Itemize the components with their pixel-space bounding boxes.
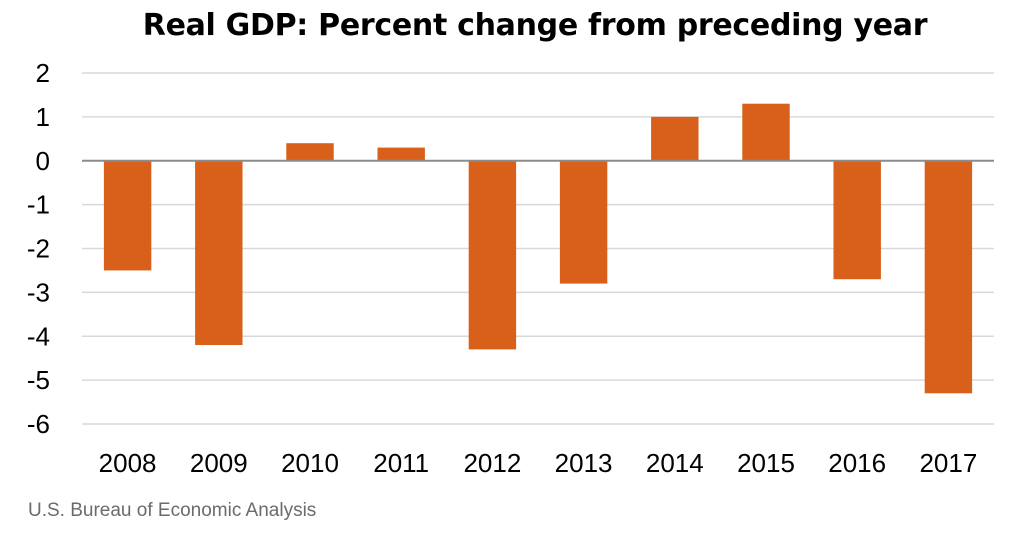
x-tick-label: 2011 xyxy=(373,448,429,478)
x-tick-label: 2010 xyxy=(281,448,339,478)
x-tick-label: 2017 xyxy=(919,448,977,478)
x-tick-label: 2012 xyxy=(463,448,521,478)
bar-2010 xyxy=(286,143,334,161)
bar-2012 xyxy=(468,160,517,350)
bars xyxy=(103,103,973,394)
x-tick-label: 2008 xyxy=(99,448,157,478)
bar-2016 xyxy=(833,160,881,280)
bar-2013 xyxy=(559,160,608,284)
x-axis-ticks: 2008 2009 2010 2011 2012 2013 2014 2015 2016 2017 xyxy=(99,448,978,478)
bar-2009 xyxy=(195,160,243,346)
y-tick-label: -1 xyxy=(27,190,50,220)
y-tick-label: 2 xyxy=(36,58,50,88)
bar-2015 xyxy=(742,103,790,161)
chart-title: Real GDP: Percent change from preceding … xyxy=(142,8,928,43)
y-axis-ticks: 2 1 0 -1 -2 -3 -4 -5 -6 xyxy=(27,58,50,439)
y-tick-label: -5 xyxy=(27,365,50,395)
bar-2014 xyxy=(651,116,699,161)
x-tick-label: 2015 xyxy=(737,448,795,478)
x-tick-label: 2016 xyxy=(828,448,886,478)
x-tick-label: 2014 xyxy=(646,448,704,478)
bar-2008 xyxy=(103,160,152,271)
y-tick-label: 1 xyxy=(36,102,50,132)
x-tick-label: 2013 xyxy=(555,448,613,478)
y-tick-label: -2 xyxy=(27,234,50,264)
y-tick-label: -4 xyxy=(27,321,50,351)
bar-2017 xyxy=(924,160,973,394)
y-tick-label: -3 xyxy=(27,277,50,307)
y-tick-label: 0 xyxy=(36,146,50,176)
bar-2011 xyxy=(377,147,425,161)
x-tick-label: 2009 xyxy=(190,448,248,478)
y-tick-label: -6 xyxy=(27,409,50,439)
source-note: U.S. Bureau of Economic Analysis xyxy=(28,500,317,521)
